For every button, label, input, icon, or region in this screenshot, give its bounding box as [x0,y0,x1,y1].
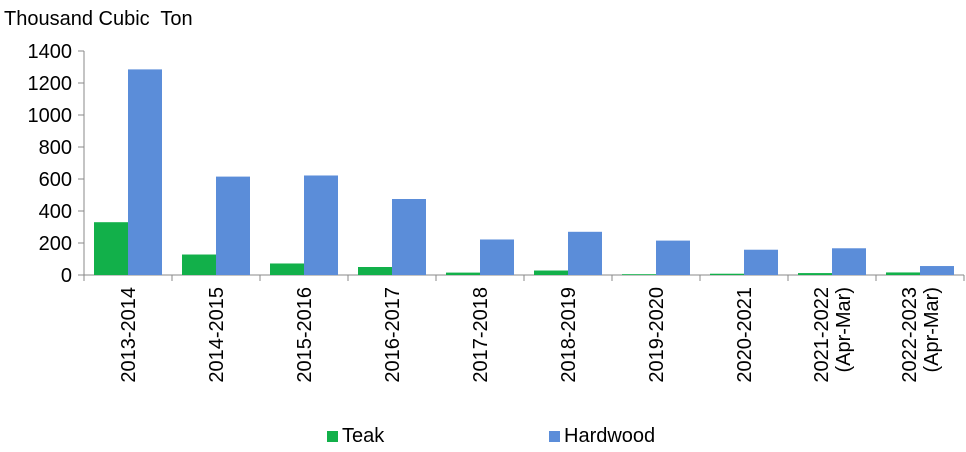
bar-teak-2022-2023 [886,272,920,275]
y-tick-label: 1400 [28,41,73,63]
bar-hardwood-2013-2014 [128,69,162,276]
x-tick-label: 2017-2018 [470,287,492,383]
legend-swatch-hardwood [549,431,560,442]
bar-hardwood-2022-2023 [920,266,954,275]
x-tick-label: 2020-2021 [734,287,756,383]
x-tick-label: 2019-2020 [646,287,668,383]
x-tick-label: 2014-2015 [206,287,228,383]
bar-hardwood-2021-2022 [832,248,866,275]
bar-teak-2020-2021 [710,273,744,275]
x-tick-label: (Apr-Mar) [921,287,943,373]
x-tick-label: 2016-2017 [382,287,404,383]
bar-teak-2016-2017 [358,267,392,275]
legend-label-hardwood: Hardwood [564,425,656,447]
x-tick-label: (Apr-Mar) [833,287,855,373]
bar-teak-2021-2022 [798,273,832,275]
y-tick-label: 0 [61,265,72,287]
bar-hardwood-2019-2020 [656,240,690,275]
y-tick-label: 1000 [28,105,73,127]
legend-item-teak: Teak [327,425,384,448]
legend-swatch-teak [327,431,338,442]
bar-hardwood-2014-2015 [216,176,250,275]
x-tick-label: 2013-2014 [118,287,140,383]
y-tick-label: 400 [39,201,72,223]
bar-teak-2015-2016 [270,263,304,275]
y-tick-label: 200 [39,233,72,255]
bar-teak-2019-2020 [622,274,656,275]
bar-hardwood-2018-2019 [568,231,602,275]
bar-hardwood-2015-2016 [304,175,338,275]
bar-teak-2013-2014 [94,222,128,275]
y-tick-label: 800 [39,137,72,159]
legend-item-hardwood: Hardwood [549,425,655,448]
bar-teak-2018-2019 [534,270,568,275]
bar-teak-2017-2018 [446,272,480,275]
x-tick-label: 2021-2022 [811,287,833,383]
legend-label-teak: Teak [342,425,385,447]
x-tick-label: 2018-2019 [558,287,580,383]
bar-teak-2014-2015 [182,254,216,275]
bar-hardwood-2016-2017 [392,199,426,275]
x-tick-label: 2022-2023 [899,287,921,383]
y-tick-label: 600 [39,169,72,191]
bar-hardwood-2020-2021 [744,249,778,275]
bar-hardwood-2017-2018 [480,239,514,275]
y-tick-label: 1200 [28,73,73,95]
x-tick-label: 2015-2016 [294,287,316,383]
y-axis-label: Thousand Cubic Ton [4,8,193,30]
